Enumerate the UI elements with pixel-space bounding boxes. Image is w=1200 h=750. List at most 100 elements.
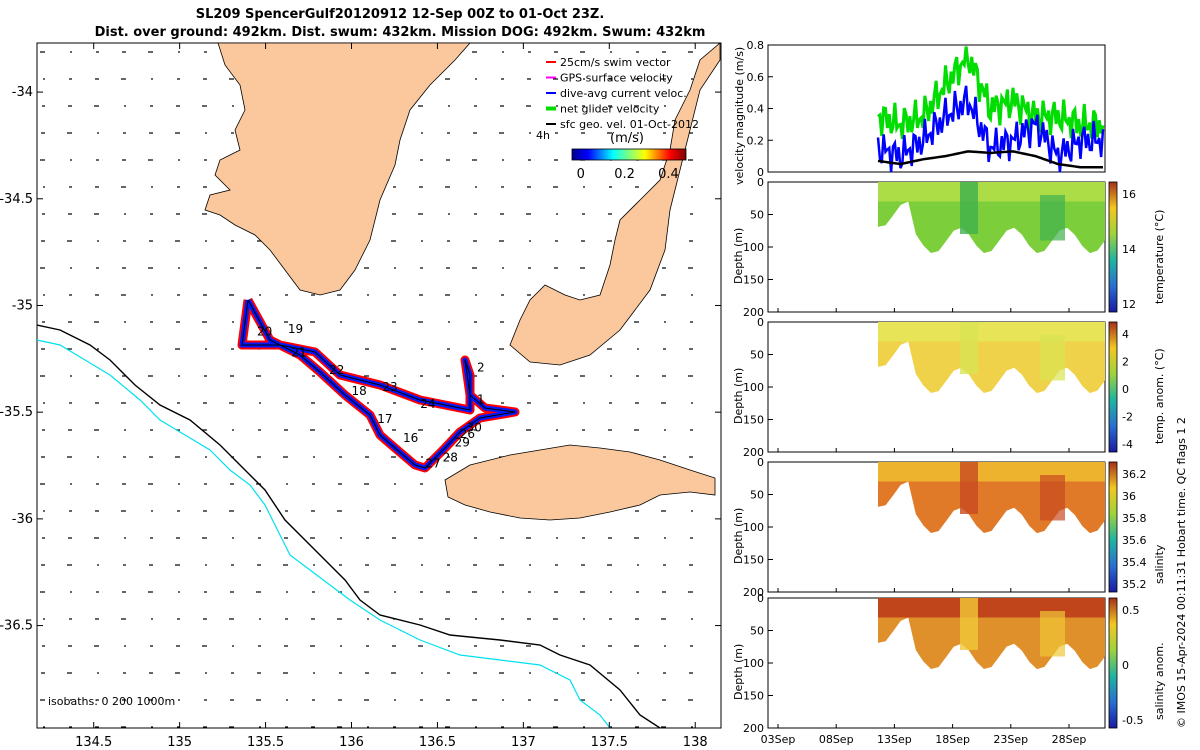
velocity-ytick-label: 0.2 (747, 134, 765, 147)
isobath-1000m (37, 339, 611, 728)
depth-tick-label: 150 (743, 414, 764, 427)
day-label: 22 (329, 363, 344, 377)
depth-tick-label: 100 (743, 381, 764, 394)
day-label: 27 (425, 457, 440, 471)
day-label: 17 (377, 412, 392, 426)
section-data-band (1040, 475, 1065, 521)
colorbar-tick-label: 35.6 (1122, 534, 1147, 547)
day-label: 24 (420, 397, 435, 411)
lon-tick-label: 136 (339, 735, 364, 750)
velocity-series-line (876, 85, 1105, 173)
colorbar-tick-label: 35.2 (1122, 578, 1147, 591)
colorbar-label: temp. anom. (°C) (1153, 348, 1166, 444)
depth-tick-label: 0 (757, 176, 764, 189)
section-colorbar (1108, 597, 1118, 729)
day-label: 20 (257, 324, 272, 338)
time-tick-label: 13Sep (877, 733, 912, 746)
depth-tick-label: 200 (743, 722, 764, 735)
time-tick-label: 03Sep (761, 733, 796, 746)
depth-tick-label: 50 (750, 349, 764, 362)
section-colorbar (1108, 181, 1118, 313)
legend-label: sfc geo. vel. 01-Oct-2012 (560, 118, 699, 131)
lat-tick-label: -35.5 (0, 405, 33, 420)
imos-credit: © IMOS 15-Apr-2024 00:11:31 Hobart time.… (1175, 417, 1188, 728)
depth-axis-label: Depth (m) (732, 228, 745, 284)
lon-tick-label: 135.5 (247, 735, 284, 750)
section-data-band (878, 322, 1105, 342)
lat-tick-label: -36.5 (0, 619, 33, 634)
map-lat-ticks: -34 -34.5 -35 -35.5 -36 -36.5 (0, 85, 721, 634)
section-panel-temperature: 0 50 100 150 200 Depth (m) 12 14 16 temperature (… (732, 176, 1166, 319)
colorbar-tick-label: -4 (1122, 438, 1133, 451)
lat-tick-label: -36 (12, 512, 33, 527)
section-data-band (1040, 335, 1065, 381)
colorbar-tick-label: 0 (1122, 383, 1129, 396)
lon-tick-label: 134.5 (75, 735, 112, 750)
map-legend: 25cm/s swim vector GPS surface velocity di… (546, 56, 699, 131)
velocity-ytick-label: 0.6 (747, 71, 765, 84)
depth-tick-label: 200 (743, 586, 764, 599)
lat-tick-label: -34 (12, 85, 33, 100)
velocity-panel: 0 0.2 0.4 0.6 0.8 velocity magnitude (m/s) (733, 39, 1106, 185)
colorbar-tick: 0.4 (658, 167, 679, 182)
lat-tick-label: -35 (12, 298, 33, 313)
depth-tick-label: 100 (743, 241, 764, 254)
lat-tick-label: -34.5 (0, 192, 33, 207)
section-data-band (960, 598, 978, 650)
day-label: 2 (477, 361, 485, 375)
legend-label: dive-avg current veloc. (560, 87, 687, 100)
legend-label: 25cm/s swim vector (560, 56, 671, 69)
speed-colorbar (571, 148, 687, 161)
section-data-band (960, 462, 978, 514)
colorbar-label: salinity (1153, 544, 1166, 584)
lon-tick-label: 137.5 (591, 735, 628, 750)
isobath-200m (37, 324, 661, 728)
day-label: 30 (467, 420, 482, 434)
colorbar-units: (m/s) (610, 131, 644, 146)
depth-tick-label: 0 (757, 592, 764, 605)
time-tick-label: 08Sep (819, 733, 854, 746)
section-colorbar (1108, 321, 1118, 453)
colorbar-label: salinity anom. (1153, 642, 1166, 720)
day-label: 1 (477, 393, 485, 407)
colorbar-tick-label: 36.2 (1122, 468, 1147, 481)
land-yorke-peninsula (509, 43, 721, 366)
section-data-band (878, 598, 1105, 618)
time-tick-label: 28Sep (1052, 733, 1087, 746)
lon-tick-label: 138 (683, 735, 708, 750)
day-label: 28 (443, 450, 458, 464)
section-data-band (960, 182, 978, 234)
day-label: 23 (382, 380, 397, 394)
speed-colorbar-ticks: 0 0.2 0.4 (577, 167, 679, 182)
depth-axis-label: Depth (m) (732, 368, 745, 424)
velocity-ytick-label: 0 (757, 166, 764, 179)
lon-tick-label: 137 (511, 735, 536, 750)
velocity-series-line (877, 46, 1105, 140)
section-data-band (960, 322, 978, 374)
glider-track (237, 297, 520, 473)
colorbar-tick: 0 (577, 167, 585, 182)
velocity-series-line (877, 150, 1103, 169)
depth-tick-label: 200 (743, 446, 764, 459)
legend-label: GPS surface velocity (560, 72, 673, 85)
section-panel-salinity-anom: 0 50 100 150 200 Depth (m) -0.5 0 0.5 salinity an… (732, 592, 1166, 735)
depth-axis-label: Depth (m) (732, 508, 745, 564)
depth-tick-label: 150 (743, 690, 764, 703)
velocity-ytick-label: 0.4 (747, 103, 765, 116)
colorbar-tick-label: 36 (1122, 490, 1136, 503)
day-label: 16 (403, 431, 418, 445)
colorbar-tick-label: 14 (1122, 243, 1136, 256)
depth-tick-label: 150 (743, 554, 764, 567)
colorbar-label: temperature (°C) (1153, 210, 1166, 304)
section-data-band (878, 182, 1105, 202)
depth-tick-label: 200 (743, 306, 764, 319)
title-line-2: Dist. over ground: 492km. Dist. swum: 43… (94, 25, 706, 40)
colorbar-tick-label: -2 (1122, 411, 1133, 424)
section-data-band (1040, 195, 1065, 241)
depth-tick-label: 50 (750, 209, 764, 222)
lon-tick-label: 135 (167, 735, 192, 750)
title-line-1: SL209 SpencerGulf20120912 12-Sep 00Z to … (195, 7, 605, 22)
colorbar-tick-label: 0 (1122, 659, 1129, 672)
depth-tick-label: 150 (743, 274, 764, 287)
